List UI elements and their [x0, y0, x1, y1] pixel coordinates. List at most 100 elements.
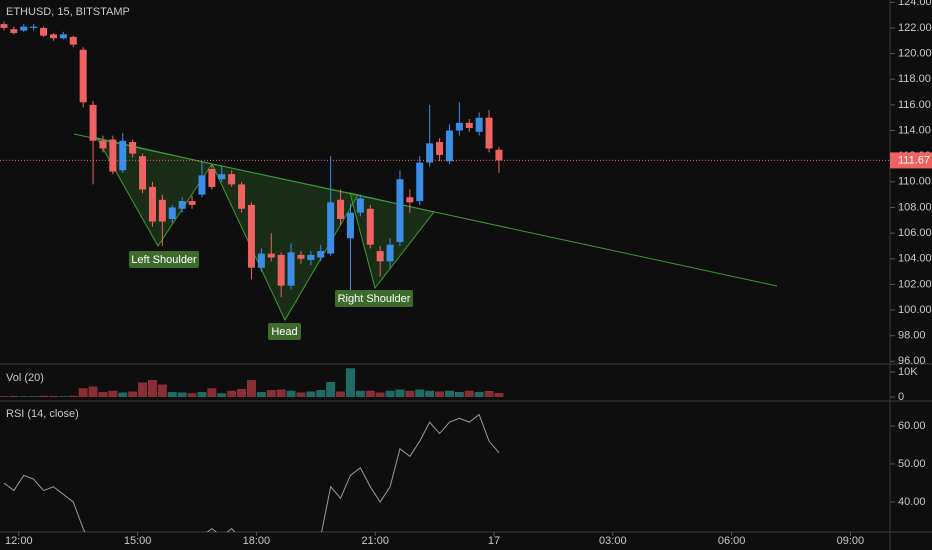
volume-bar	[494, 393, 504, 397]
volume-bar	[316, 390, 326, 397]
y-tick-label: 102.00	[898, 278, 932, 290]
candle-body	[247, 204, 255, 268]
candle-body	[109, 139, 117, 172]
candle-body	[238, 184, 246, 209]
volume-bar	[207, 388, 217, 397]
candle-body	[386, 244, 394, 262]
y-tick-label: 0	[898, 391, 904, 403]
rsi-pane	[3, 413, 500, 532]
volume-bar	[167, 392, 177, 397]
y-tick-label: 40.00	[898, 496, 926, 508]
volume-bar	[138, 382, 148, 397]
candle-body	[257, 253, 265, 268]
x-tick-label: 12:00	[5, 535, 33, 547]
y-tick-label: 98.00	[898, 330, 926, 342]
candle-body	[208, 168, 216, 187]
x-tick-label: 09:00	[837, 535, 865, 547]
volume-bar	[58, 396, 68, 397]
candle-body	[356, 198, 364, 213]
candle-body	[0, 24, 8, 28]
volume-bar	[395, 389, 405, 397]
y-tick-label: 108.00	[898, 201, 932, 213]
x-tick-label: 15:00	[124, 535, 152, 547]
annotation: Left Shoulder	[131, 254, 197, 266]
volume-bar	[256, 392, 266, 397]
volume-bar	[365, 390, 375, 397]
candle-body	[30, 26, 38, 28]
volume-title: Vol (20)	[6, 372, 44, 384]
candle-body	[307, 254, 315, 261]
volume-bar	[474, 392, 484, 397]
candle-body	[376, 251, 384, 262]
candle-body	[129, 142, 137, 154]
volume-bar	[405, 390, 415, 397]
candle-body	[139, 156, 147, 190]
candle-body	[297, 254, 305, 259]
candle-body	[89, 104, 97, 141]
candle-body	[49, 34, 57, 39]
last-price-label: 111.67	[898, 154, 930, 166]
volume-bar	[217, 393, 227, 397]
y-tick-label: 116.00	[898, 99, 931, 111]
candle-body	[406, 197, 414, 203]
volume-bar	[128, 391, 138, 397]
y-tick-label: 100.00	[898, 304, 932, 316]
neckline	[73, 133, 778, 287]
volume-bar	[108, 390, 118, 397]
candle-body	[119, 140, 127, 171]
y-tick-label: 60.00	[898, 420, 926, 432]
volume-bar	[296, 392, 306, 397]
rsi-title: RSI (14, close)	[6, 408, 79, 420]
y-tick-label: 50.00	[898, 458, 926, 470]
volume-bar	[118, 392, 128, 397]
volume-bar	[78, 388, 88, 397]
candle-body	[79, 49, 87, 103]
candle-body	[495, 149, 503, 161]
y-tick-label: 106.00	[898, 227, 932, 239]
volume-bar	[454, 392, 464, 397]
candle-body	[366, 208, 374, 245]
y-tick-label: 104.00	[898, 253, 932, 265]
y-tick-label: 120.00	[898, 48, 932, 60]
y-tick-label: 124.00	[898, 0, 932, 8]
volume-bar	[0, 396, 9, 397]
candle-body	[317, 251, 325, 258]
candle-body	[465, 122, 473, 128]
candle-body	[455, 122, 463, 131]
volume-bar	[9, 396, 19, 397]
x-tick-label: 18:00	[243, 535, 271, 547]
annotation: Right Shoulder	[338, 293, 411, 305]
candle-body	[59, 34, 67, 39]
volume-bar	[147, 380, 157, 397]
y-tick-label: 122.00	[898, 22, 932, 34]
volume-bar	[187, 393, 197, 397]
candle-body	[188, 201, 196, 205]
candle-body	[158, 199, 166, 222]
volume-bar	[345, 368, 355, 397]
price-pane	[0, 21, 778, 322]
candle-body	[178, 201, 186, 209]
volume-bar	[326, 382, 336, 397]
y-tick-label: 118.00	[898, 73, 931, 85]
candle-body	[69, 36, 77, 45]
candle-body	[485, 117, 493, 149]
candle-body	[168, 207, 176, 220]
volume-bar	[39, 395, 49, 397]
volume-bar	[157, 384, 167, 397]
candle-body	[277, 254, 285, 286]
volume-bar	[375, 392, 385, 397]
rsi-line	[3, 413, 500, 532]
x-tick-label: 06:00	[718, 535, 746, 547]
y-tick-label: 110.00	[898, 176, 931, 188]
x-tick-label: 17	[488, 535, 500, 547]
candle-body	[475, 117, 483, 132]
label-box	[268, 323, 301, 340]
volume-bar	[98, 392, 108, 397]
volume-bar	[306, 391, 316, 397]
candle-body	[10, 29, 18, 34]
candle-body	[436, 142, 444, 155]
candle-body	[346, 212, 354, 239]
volume-bar	[415, 389, 425, 397]
candle-body	[445, 130, 453, 162]
